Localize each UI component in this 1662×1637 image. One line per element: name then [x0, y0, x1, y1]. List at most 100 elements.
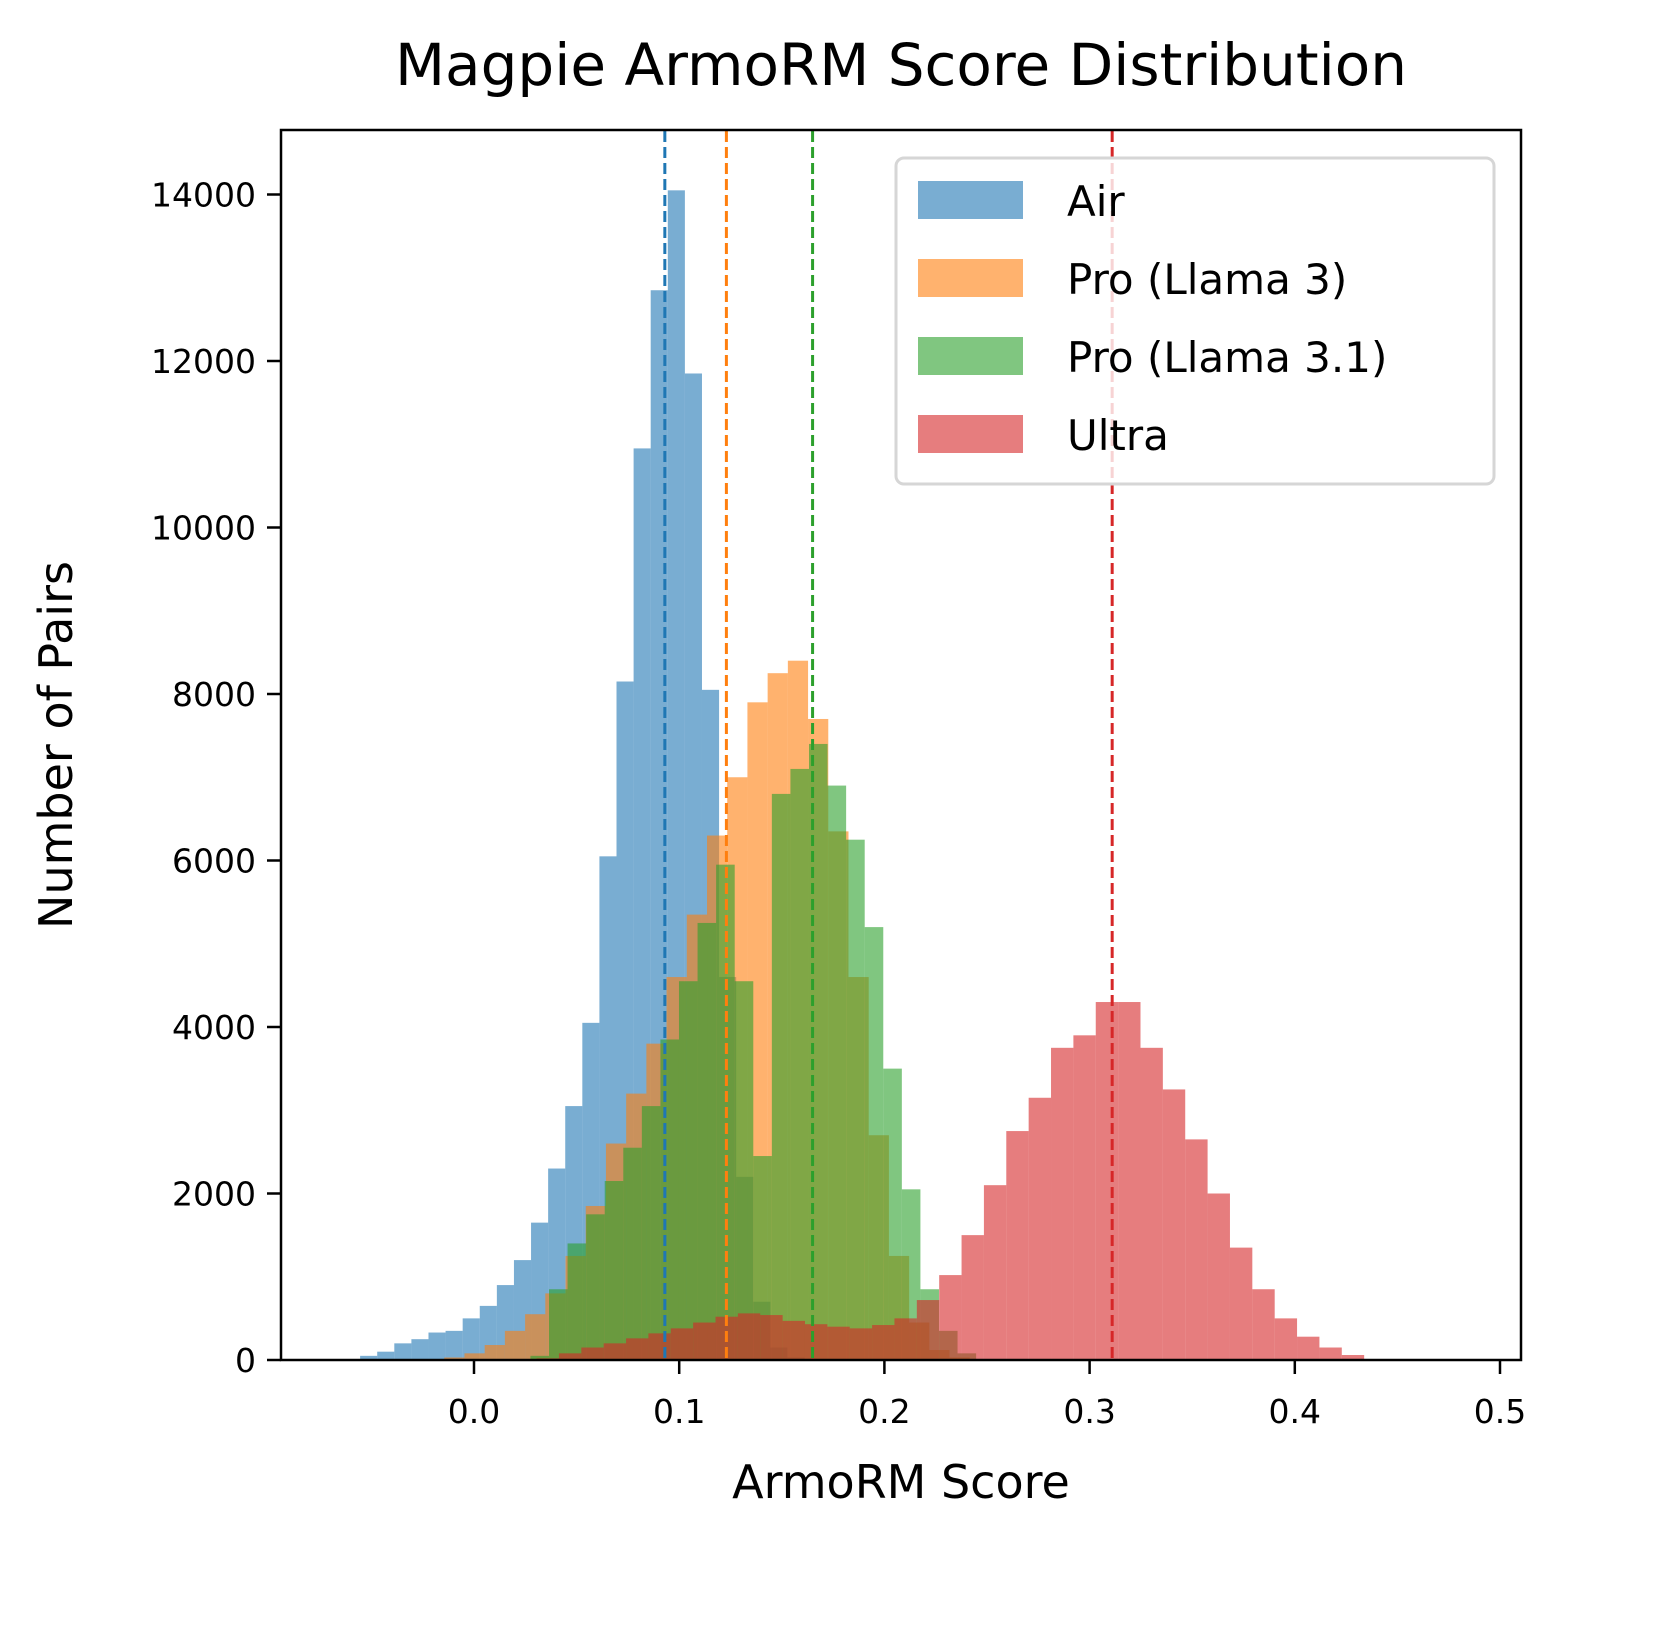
legend-swatch [918, 415, 1023, 453]
histogram-bar [782, 1320, 805, 1360]
histogram-bar [586, 1214, 605, 1360]
legend-label: Ultra [1067, 411, 1169, 460]
histogram-bar [428, 1332, 446, 1360]
histogram-bar [1073, 1035, 1096, 1360]
histogram-bar [525, 1314, 546, 1360]
histogram-bar [849, 1328, 873, 1360]
histogram-bar [377, 1351, 395, 1360]
histogram-bar [581, 1347, 604, 1360]
histogram-bar [804, 1324, 828, 1360]
series-ultra [536, 1002, 1365, 1360]
legend-label: Pro (Llama 3.1) [1067, 333, 1387, 382]
histogram-bar [648, 1333, 671, 1360]
histogram-bar [753, 1156, 772, 1360]
histogram-bar [760, 1315, 783, 1360]
histogram-bar [734, 981, 754, 1360]
mean-lines [663, 131, 1114, 1359]
histogram-bar [901, 1189, 921, 1360]
legend: Air Pro (Llama 3) Pro (Llama 3.1) Ultra [894, 156, 1496, 486]
x-axis-ticks: 0.0 0.1 0.2 0.3 0.4 0.5 [448, 1360, 1526, 1431]
histogram-bar [1095, 1002, 1119, 1360]
histogram-bar [530, 1355, 550, 1360]
histogram-bar [883, 1068, 902, 1360]
histogram-bar [961, 1235, 984, 1360]
histogram-bar [737, 1313, 761, 1360]
y-tick-label: 8000 [172, 675, 256, 714]
histogram-bars [360, 190, 1365, 1361]
legend-frame [894, 156, 1496, 486]
y-axis-ticks: 0 2000 4000 6000 8000 10000 12000 14000 [151, 176, 281, 1380]
x-tick-label: 0.3 [1063, 1392, 1115, 1431]
legend-swatch [918, 181, 1023, 219]
histogram-bar [894, 1318, 917, 1360]
histogram-bar [549, 1289, 568, 1360]
histogram-bar [939, 1275, 962, 1360]
histogram-bar [360, 1355, 378, 1360]
histogram-bar [771, 793, 791, 1360]
histogram-bar [983, 1185, 1007, 1360]
histogram-bar [604, 1181, 624, 1360]
histogram-bar [394, 1343, 412, 1360]
histogram-bar [1118, 1002, 1141, 1360]
y-tick-label: 14000 [151, 176, 256, 215]
x-tick-label: 0.5 [1474, 1392, 1526, 1431]
legend-swatch [918, 337, 1023, 375]
histogram-bar [567, 1243, 587, 1360]
y-tick-label: 6000 [172, 842, 256, 881]
plot-frame [279, 128, 1523, 1362]
y-axis-label: Number of Pairs [29, 561, 83, 929]
histogram-bar [504, 1330, 526, 1360]
histogram-bar [641, 1106, 661, 1360]
x-axis-label: ArmoRM Score [732, 1455, 1070, 1509]
histogram-bar [1274, 1318, 1298, 1360]
histogram-bar [697, 922, 717, 1360]
histogram-bar [916, 1300, 940, 1360]
histogram-bar [872, 1325, 895, 1360]
histogram-bar [464, 1353, 485, 1360]
histogram-bar [623, 1147, 642, 1360]
histogram-bar [462, 1318, 480, 1360]
histogram-bar [1207, 1193, 1230, 1360]
histogram-bar [1006, 1131, 1029, 1360]
histogram-bar [1028, 1097, 1052, 1360]
histogram-bar [1297, 1336, 1320, 1360]
histogram-bar [603, 1343, 627, 1360]
histogram-bar [693, 1322, 716, 1360]
legend-label: Air [1067, 177, 1125, 226]
histogram-bar [1319, 1347, 1342, 1360]
histogram-bar [827, 785, 847, 1360]
histogram-bar [846, 839, 865, 1360]
histogram-bar [790, 768, 809, 1360]
x-tick-label: 0.1 [653, 1392, 705, 1431]
x-tick-label: 0.0 [448, 1392, 500, 1431]
y-tick-label: 10000 [151, 509, 256, 548]
histogram-bar [1229, 1247, 1253, 1360]
histogram-bar [1252, 1289, 1275, 1360]
histogram-bar [827, 1326, 850, 1360]
y-tick-label: 4000 [172, 1008, 256, 1047]
chart-title: Magpie ArmoRM Score Distribution [395, 31, 1407, 99]
y-tick-label: 12000 [151, 342, 256, 381]
histogram-bar [864, 927, 884, 1360]
histogram-bar [1140, 1047, 1163, 1360]
histogram-bar [660, 1039, 679, 1360]
histogram-bar [1341, 1355, 1365, 1360]
histogram-bar [670, 1328, 694, 1360]
y-tick-label: 0 [235, 1341, 256, 1380]
legend-label: Pro (Llama 3) [1067, 255, 1347, 304]
histogram-bar [626, 1338, 649, 1360]
legend-swatch [918, 259, 1023, 297]
y-tick-label: 2000 [172, 1175, 256, 1214]
histogram-bar [1051, 1047, 1074, 1360]
histogram-bar [484, 1345, 505, 1360]
histogram-bar [445, 1330, 463, 1360]
histogram-bar [678, 981, 698, 1360]
x-tick-label: 0.2 [858, 1392, 910, 1431]
histogram-bar [558, 1353, 582, 1360]
series-pro-llama-3-1- [530, 743, 977, 1360]
histogram-bar [1162, 1089, 1186, 1360]
histogram-bar [411, 1339, 429, 1360]
x-tick-label: 0.4 [1269, 1392, 1321, 1431]
histogram-bar [1185, 1139, 1208, 1360]
